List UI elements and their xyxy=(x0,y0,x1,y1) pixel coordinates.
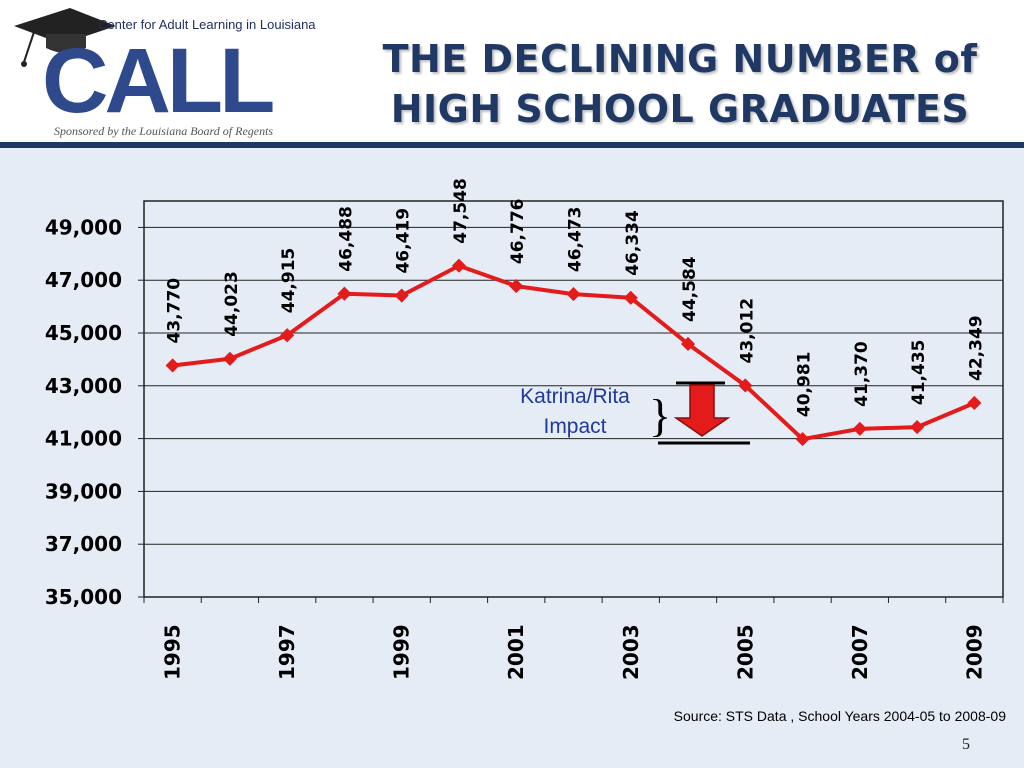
data-point xyxy=(280,328,295,343)
data-point xyxy=(165,358,180,373)
data-point xyxy=(337,286,352,301)
sponsor-text: Sponsored by the Louisiana Board of Rege… xyxy=(54,124,274,138)
x-tick-label: 2001 xyxy=(504,624,528,680)
data-point xyxy=(566,287,581,302)
katrina-rita-annotation: Katrina/Rita Impact xyxy=(500,382,650,442)
x-tick-label: 2005 xyxy=(733,624,757,680)
x-tick-label: 1999 xyxy=(390,624,414,680)
data-point xyxy=(451,258,467,273)
y-tick-label: 45,000 xyxy=(45,321,122,345)
title-line-2: HIGH SCHOOL GRADUATES xyxy=(390,87,970,131)
y-tick-label: 35,000 xyxy=(45,585,122,609)
data-point xyxy=(509,279,524,294)
y-tick-label: 43,000 xyxy=(45,374,122,398)
y-tick-label: 39,000 xyxy=(45,479,122,503)
logo-wordmark: CALL xyxy=(42,30,273,132)
x-tick-label: 2009 xyxy=(962,624,986,680)
data-label: 44,584 xyxy=(680,256,700,322)
header xyxy=(0,0,1024,145)
data-point xyxy=(910,420,925,435)
data-point xyxy=(967,395,982,411)
x-tick-label: 1995 xyxy=(161,624,185,680)
data-label: 46,334 xyxy=(623,210,643,276)
data-point xyxy=(852,421,867,436)
annotation-line-1: Katrina/Rita xyxy=(520,385,630,408)
down-arrow-icon xyxy=(673,384,731,437)
x-tick-label: 2007 xyxy=(848,624,872,680)
data-point xyxy=(222,351,237,366)
data-label: 46,473 xyxy=(566,207,586,273)
graduates-line-chart: 35,000 37,000 39,000 41,000 43,000 45,000 47,0… xyxy=(45,178,1004,680)
x-tick-label: 1997 xyxy=(275,624,299,680)
data-labels: 43,770 44,023 44,915 46,488 46,419 47,548 46,7… xyxy=(165,178,987,417)
data-label: 44,915 xyxy=(279,248,299,314)
y-tick-label: 37,000 xyxy=(45,532,122,556)
header-divider xyxy=(0,142,1024,148)
org-name: Center for Adult Learning in Louisiana xyxy=(98,17,316,32)
page-title: THE DECLINING NUMBER of HIGH SCHOOL GRAD… xyxy=(340,34,1020,134)
y-tick-label: 47,000 xyxy=(45,268,122,292)
y-tick-label: 49,000 xyxy=(45,215,122,239)
call-logo: CALL xyxy=(14,8,277,132)
data-point xyxy=(795,432,810,447)
data-point xyxy=(623,290,638,305)
content-area xyxy=(0,148,1024,768)
brace-glyph: } xyxy=(649,390,671,441)
data-label: 40,981 xyxy=(795,351,815,417)
data-label: 43,012 xyxy=(737,298,757,364)
data-label: 47,548 xyxy=(451,178,471,244)
data-label: 44,023 xyxy=(222,271,242,337)
katrina-impact-marker: } xyxy=(649,381,750,445)
x-tick-label: 2003 xyxy=(619,624,643,680)
data-label: 46,419 xyxy=(394,208,414,274)
page-number: 5 xyxy=(962,736,970,753)
annotation-line-2: Impact xyxy=(543,415,607,438)
data-label: 42,349 xyxy=(966,315,986,381)
axes: 35,000 37,000 39,000 41,000 43,000 45,000 47,0… xyxy=(45,215,1004,680)
data-point xyxy=(738,378,753,393)
data-label: 43,770 xyxy=(165,278,185,344)
graduation-cap-icon xyxy=(14,8,116,67)
data-point xyxy=(680,336,696,352)
data-label: 46,488 xyxy=(336,206,356,272)
plot-area xyxy=(143,200,1004,598)
source-note: Source: STS Data , School Years 2004-05 … xyxy=(673,708,1006,724)
series xyxy=(165,258,982,447)
data-point xyxy=(394,288,409,303)
data-label: 41,370 xyxy=(852,341,872,407)
y-tick-label: 41,000 xyxy=(45,427,122,451)
data-label: 41,435 xyxy=(909,340,929,406)
data-label: 46,776 xyxy=(508,199,528,265)
title-line-1: THE DECLINING NUMBER of xyxy=(382,37,978,81)
